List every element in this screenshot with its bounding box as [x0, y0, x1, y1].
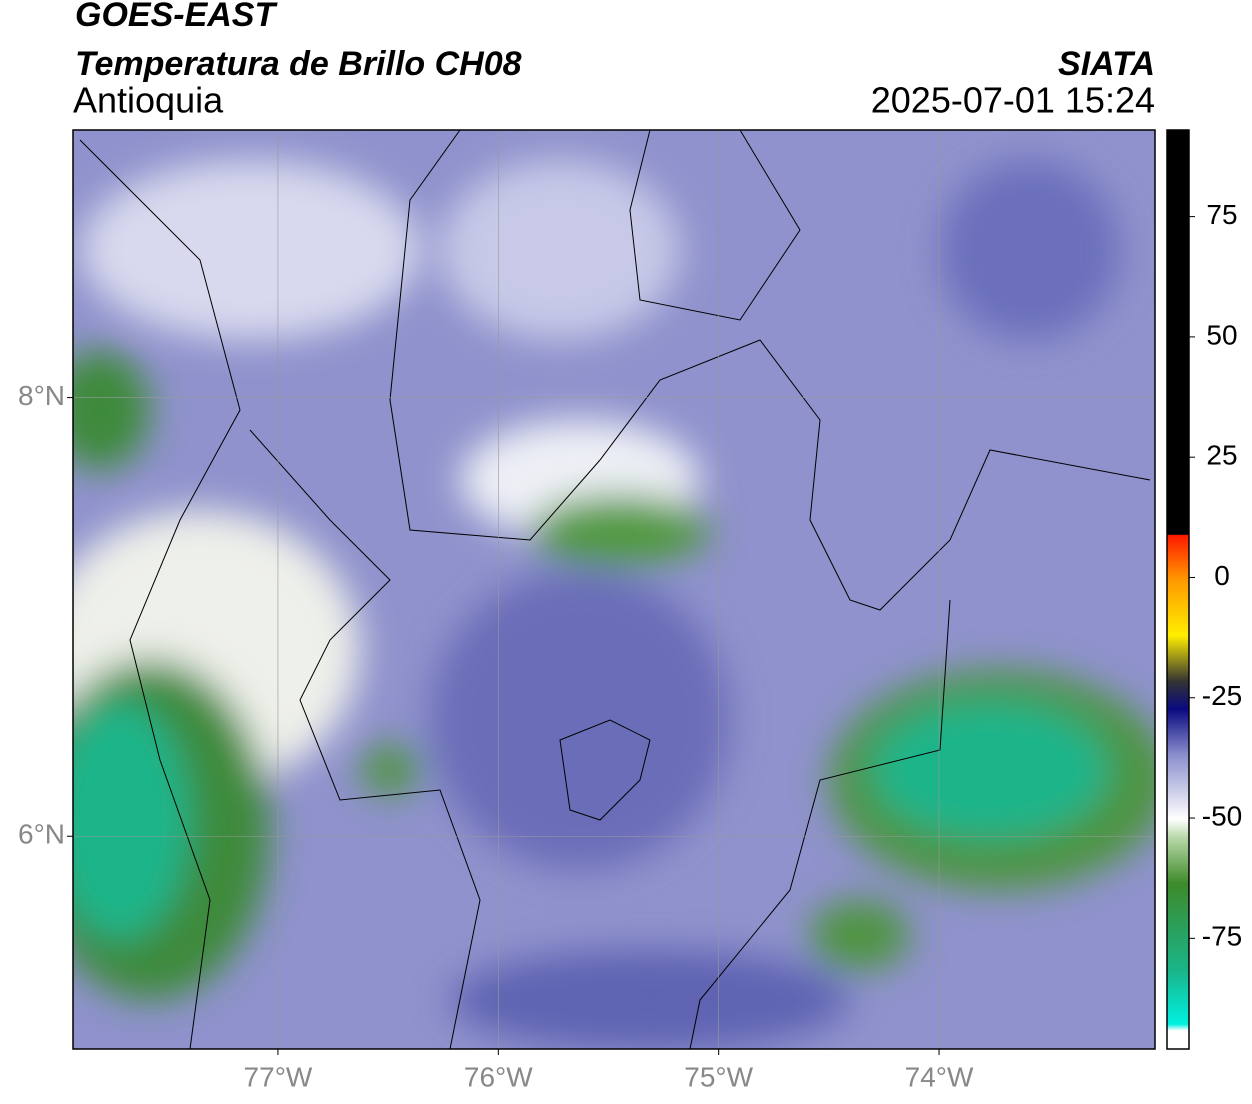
colorbar [1166, 129, 1190, 1050]
region: Antioquia [73, 80, 224, 121]
x-tick-label: 74°W [905, 1061, 974, 1092]
source: SIATA [1058, 45, 1155, 83]
colorbar-tick-label: -25 [1202, 680, 1242, 711]
x-tick-label: 76°W [464, 1061, 533, 1092]
timestamp: 2025-07-01 15:24 [871, 80, 1155, 121]
title-satellite: GOES-EAST [75, 0, 278, 34]
y-tick-label: 8°N [18, 380, 65, 411]
map-frame [72, 129, 1156, 1050]
x-tick-label: 77°W [244, 1061, 313, 1092]
colorbar-tick-label: 25 [1206, 440, 1237, 471]
colorbar-tick-label: -75 [1202, 921, 1242, 952]
x-tick-label: 75°W [684, 1061, 753, 1092]
colorbar-tick-label: 50 [1206, 319, 1237, 350]
y-tick-label: 6°N [18, 819, 65, 850]
title-product: Temperatura de Brillo CH08 [75, 45, 522, 83]
colorbar-tick-label: -50 [1202, 800, 1242, 831]
graticule [73, 130, 1155, 1049]
satellite-image [73, 130, 1155, 1049]
colorbar-tick-label: 0 [1214, 560, 1230, 591]
colorbar-tick-label: 75 [1206, 199, 1237, 230]
